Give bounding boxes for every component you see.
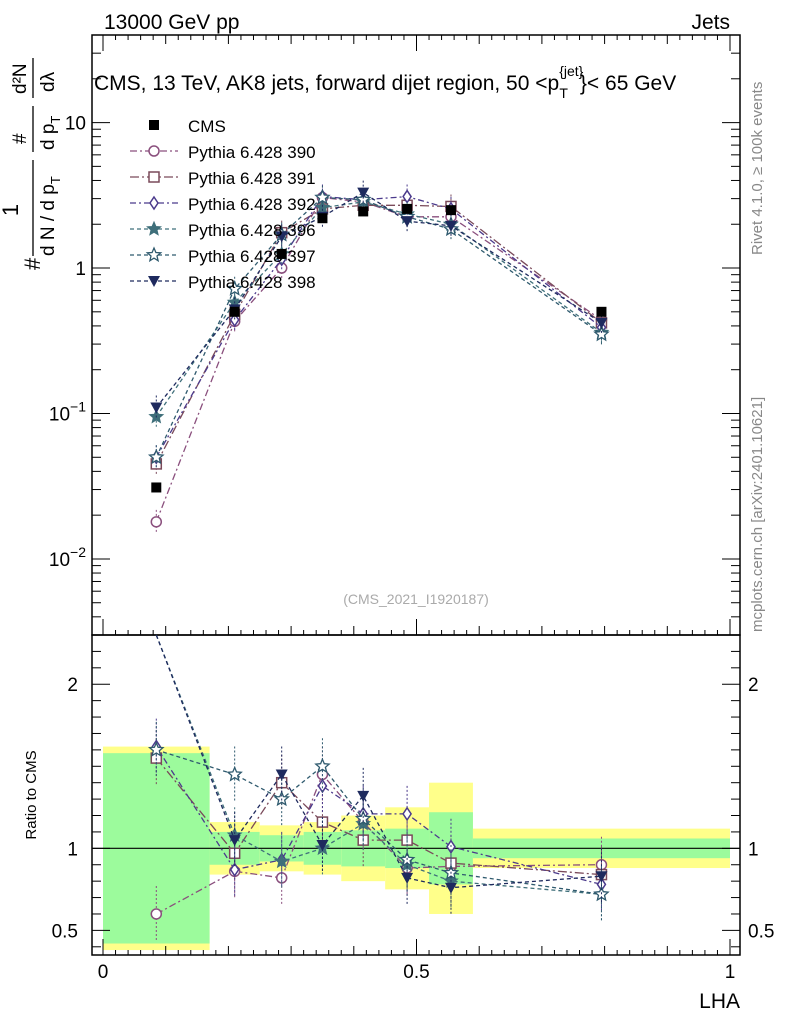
legend-marker-4 xyxy=(145,246,163,263)
legend-marker-cms xyxy=(149,120,159,130)
y-tick-label-ratio-right: 2 xyxy=(748,675,759,696)
series-3 xyxy=(148,189,610,923)
y-tick-label-ratio-right: 1 xyxy=(748,839,759,860)
series-point-ratio xyxy=(595,871,608,883)
cms-point xyxy=(151,482,162,493)
cms-uncertainty-bands xyxy=(92,746,740,951)
y-tick-label-main: 10−2 xyxy=(49,544,86,571)
svg-text:d N / d pT: d N / d pT xyxy=(38,176,63,256)
series-point-main xyxy=(150,402,163,414)
cms-point xyxy=(596,306,607,317)
series-point-ratio xyxy=(273,790,291,807)
series-point-main xyxy=(593,325,610,342)
svg-text:#: # xyxy=(10,133,31,144)
svg-text:1: 1 xyxy=(0,204,23,216)
legend-label-5: Pythia 6.428 398 xyxy=(188,273,316,292)
legend-marker-2 xyxy=(149,195,159,211)
legend: CMS Pythia 6.428 390 Pythia 6.428 391 Pythi… xyxy=(130,117,316,292)
series-line-main xyxy=(155,196,602,458)
series-point-ratio xyxy=(401,872,414,884)
x-axis-label: LHA xyxy=(699,990,740,1013)
x-tick-label: 0.5 xyxy=(403,962,429,983)
legend-marker-5 xyxy=(148,276,160,287)
chart-title: CMS, 13 TeV, AK8 jets, forward dijet reg… xyxy=(94,63,676,101)
y-tick-label-ratio: 1 xyxy=(67,839,78,860)
y-tick-label-ratio: 0.5 xyxy=(52,921,78,942)
series-point-main xyxy=(595,317,608,329)
series-point-main xyxy=(444,220,457,232)
series-point-ratio xyxy=(444,882,457,894)
y-tick-label-main: 10 xyxy=(65,114,86,135)
y-tick-label-main: 1 xyxy=(75,259,86,280)
analysis-id-label: (CMS_2021_I1920187) xyxy=(343,591,489,607)
series-point-main xyxy=(357,187,370,199)
legend-label-2: Pythia 6.428 392 xyxy=(188,195,316,214)
series-line-main xyxy=(155,204,602,465)
cms-point xyxy=(358,206,369,217)
series-point-ratio xyxy=(150,908,163,920)
y-tick-label-main: 10−1 xyxy=(49,398,86,425)
series-4 xyxy=(147,185,610,923)
header-category-label: Jets xyxy=(691,11,730,34)
legend-marker-0 xyxy=(148,145,160,157)
legend-label-1: Pythia 6.428 391 xyxy=(188,169,316,188)
series-point-main xyxy=(150,516,163,528)
legend-label-3: Pythia 6.428 396 xyxy=(188,221,316,240)
series-line-main xyxy=(155,196,602,523)
series-point-main xyxy=(275,231,288,243)
cms-point xyxy=(276,248,287,259)
series-point-ratio xyxy=(273,853,290,869)
svg-text:#: # xyxy=(20,257,45,270)
y-tick-label-ratio: 2 xyxy=(67,675,78,696)
series-point-ratio xyxy=(147,741,165,757)
legend-label-cms: CMS xyxy=(188,117,226,136)
series-point-ratio xyxy=(275,769,288,781)
series-line-ratio xyxy=(155,634,602,889)
main-y-axis-label: # 1 d N / d pT # d pT d²N dλ xyxy=(0,58,63,270)
series-point-ratio xyxy=(354,810,372,826)
cms-point xyxy=(229,306,240,317)
cms-point xyxy=(402,203,413,214)
series-point-main xyxy=(147,448,165,465)
series-point-main xyxy=(226,280,243,296)
svg-text:dλ: dλ xyxy=(38,71,59,92)
series-line-ratio xyxy=(155,757,602,876)
x-tick-label: 0 xyxy=(98,962,109,983)
series-point-ratio xyxy=(228,835,241,847)
ratio-y-axis-label: Ratio to CMS xyxy=(23,750,40,839)
y-tick-label-ratio-right: 0.5 xyxy=(748,921,774,942)
legend-marker-1 xyxy=(148,171,160,183)
svg-text:d pT: d pT xyxy=(38,116,63,150)
series-point-ratio xyxy=(357,790,370,802)
series-line-main xyxy=(155,191,602,408)
series-point-ratio xyxy=(314,757,331,774)
x-tick-label: 1 xyxy=(725,962,736,983)
series-point-main xyxy=(229,312,240,328)
axis-ticks: 0 0.5 1 10−2 10−1 1 10 0.5 0.5 1 1 2 2 xyxy=(49,34,774,983)
series-1 xyxy=(150,193,608,903)
cms-data-points xyxy=(151,203,607,493)
cms-point xyxy=(317,213,328,224)
series-line-ratio xyxy=(155,634,602,895)
series-point-ratio xyxy=(229,862,240,878)
series-2 xyxy=(151,184,607,913)
cms-point xyxy=(445,205,456,216)
series-point-main xyxy=(354,191,372,207)
series-point-main xyxy=(314,188,331,205)
legend-label-4: Pythia 6.428 397 xyxy=(188,247,316,266)
header-process-label: 13000 GeV pp xyxy=(104,11,239,34)
series-point-ratio xyxy=(402,806,412,822)
rivet-version-label: Rivet 4.1.0, ≥ 100k events xyxy=(749,82,766,255)
series-line-ratio xyxy=(155,773,602,915)
series-5 xyxy=(150,180,608,916)
series-point-ratio xyxy=(226,765,243,782)
legend-marker-3 xyxy=(146,220,162,236)
series-point-main xyxy=(401,216,414,228)
mcplots-source-label: mcplots.cern.ch [arXiv:2401.10621] xyxy=(749,397,766,632)
series-line-main xyxy=(155,195,602,458)
series-point-ratio xyxy=(316,840,329,852)
svg-text:d²N: d²N xyxy=(10,63,31,94)
legend-label-0: Pythia 6.428 390 xyxy=(188,143,316,162)
